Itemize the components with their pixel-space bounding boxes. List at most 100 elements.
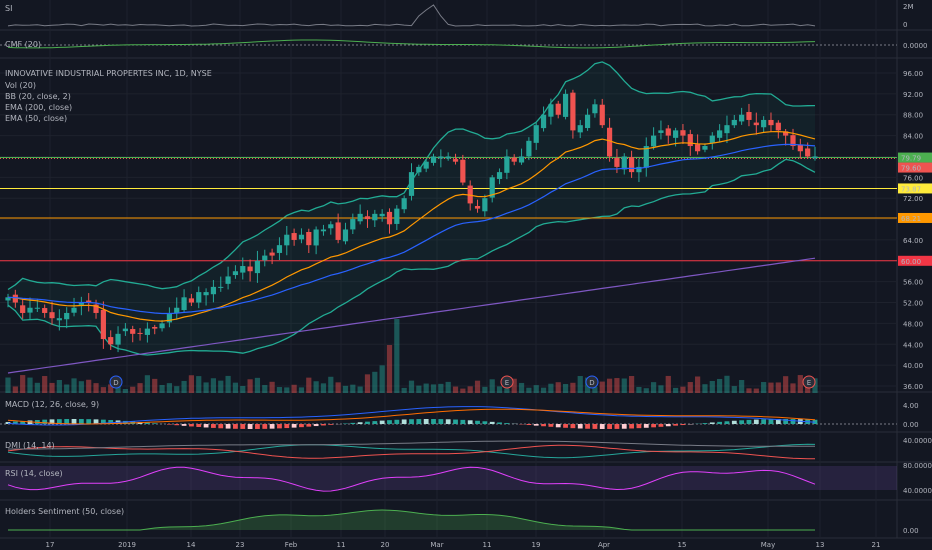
candle-body — [335, 222, 341, 240]
time-label: 14 — [187, 541, 196, 549]
macd-histogram-bar — [379, 420, 385, 424]
candle-body — [137, 332, 143, 334]
volume-bar — [592, 387, 598, 393]
macd-histogram-bar — [731, 420, 737, 424]
price-tick: 36.00 — [903, 383, 923, 391]
time-label: 15 — [678, 541, 687, 549]
candle-body — [394, 208, 400, 224]
volume-bar — [570, 382, 576, 393]
macd-histogram-bar — [306, 424, 312, 427]
chart-title: INNOVATIVE INDUSTRIAL PROPERTES INC, 1D,… — [5, 69, 212, 78]
macd-histogram-bar — [717, 421, 723, 424]
macd-histogram-bar — [167, 424, 172, 425]
volume-bar — [276, 387, 283, 393]
macd-histogram-bar — [211, 424, 216, 428]
candle-body — [783, 131, 789, 136]
volume-bar — [739, 380, 745, 393]
candle-body — [628, 157, 635, 173]
indicator-bb: BB (20, close, 2) — [5, 92, 71, 101]
volume-bar — [731, 386, 737, 393]
price-tag-text: 68.21 — [901, 215, 921, 223]
volume-bar — [540, 387, 547, 393]
macd-histogram-bar — [12, 421, 18, 424]
candle-body — [797, 144, 803, 152]
macd-histogram-bar — [775, 419, 781, 424]
volume-bar — [548, 383, 554, 393]
price-tick: 40.00 — [903, 362, 923, 370]
volume-bar — [761, 382, 767, 393]
candle-body — [651, 135, 657, 147]
candle-body — [306, 231, 312, 246]
volume-bar — [526, 387, 532, 393]
price-tick: 52.00 — [903, 300, 923, 308]
volume-bar — [328, 376, 334, 393]
volume-bar — [511, 378, 517, 393]
macd-histogram-bar — [93, 419, 99, 424]
candle-body — [805, 148, 811, 157]
macd-histogram-bar — [321, 424, 326, 426]
candle-body — [342, 229, 349, 242]
volume-bar — [49, 382, 55, 393]
volume-bar — [174, 386, 180, 393]
volume-bar — [218, 380, 224, 393]
event-marker-label: E — [807, 379, 811, 387]
macd-histogram-bar — [71, 419, 77, 424]
volume-bar — [240, 385, 246, 393]
macd-histogram-bar — [497, 422, 502, 424]
macd-histogram-bar — [299, 424, 304, 428]
volume-bar — [408, 380, 415, 393]
price-tag-text: 79.79 — [901, 155, 921, 163]
volume-bar — [291, 384, 297, 393]
volume-bar — [621, 378, 627, 393]
macd-histogram-bar — [64, 419, 70, 424]
candle-body — [621, 156, 627, 170]
time-axis: 17 2019 14 23 Feb 11 20 Mar 11 19 Apr 15 May 13 21 — [46, 541, 881, 549]
candle-body — [27, 307, 33, 313]
volume-bar — [687, 382, 693, 393]
candle-body — [768, 119, 774, 126]
volume-bar — [34, 382, 40, 393]
candle-body — [284, 234, 290, 246]
candle-body — [166, 312, 172, 323]
macd-histogram-bar — [702, 423, 708, 424]
candle-body — [445, 156, 451, 159]
macd-histogram-bar — [365, 421, 370, 424]
event-marker-label: D — [589, 379, 594, 387]
candle-body — [188, 298, 195, 303]
indicator-tick: 4.00 — [903, 402, 919, 410]
macd-histogram-bar — [453, 419, 458, 424]
candle-body — [254, 260, 261, 274]
macd-histogram-bar — [621, 424, 627, 429]
candle-body — [460, 159, 466, 183]
macd-histogram-bar — [768, 419, 774, 424]
volume-bar — [196, 376, 202, 393]
volume-bar — [320, 383, 327, 393]
macd-histogram-bar — [577, 424, 583, 429]
volume-bar — [658, 385, 664, 393]
dmi-plus-line — [7, 443, 816, 459]
volume-bar — [401, 387, 407, 393]
indicator-tick: 0.00 — [903, 421, 919, 429]
candle-body — [467, 185, 473, 204]
macd-histogram-bar — [42, 419, 48, 424]
macd-histogram-bar — [5, 422, 11, 424]
volume-bar — [210, 378, 217, 393]
dmi-minus-line — [7, 444, 815, 460]
volume-bar — [474, 380, 481, 393]
price-axes: 96.0092.0088.0084.0080.0076.0072.0068.00… — [903, 3, 932, 535]
event-marker-label: D — [113, 379, 118, 387]
price-tick: 64.00 — [903, 237, 923, 245]
volume-bar — [753, 388, 759, 393]
candle-body — [695, 144, 701, 152]
volume-bar — [643, 388, 649, 393]
macd-histogram-bar — [607, 424, 612, 429]
candle-body — [731, 119, 737, 126]
candle-body — [276, 245, 283, 253]
candle-body — [225, 276, 231, 284]
candle-body — [761, 119, 767, 128]
candle-body — [56, 318, 62, 321]
adx-line — [8, 440, 815, 450]
macd-histogram-bar — [709, 422, 715, 424]
candle-body — [49, 312, 55, 319]
